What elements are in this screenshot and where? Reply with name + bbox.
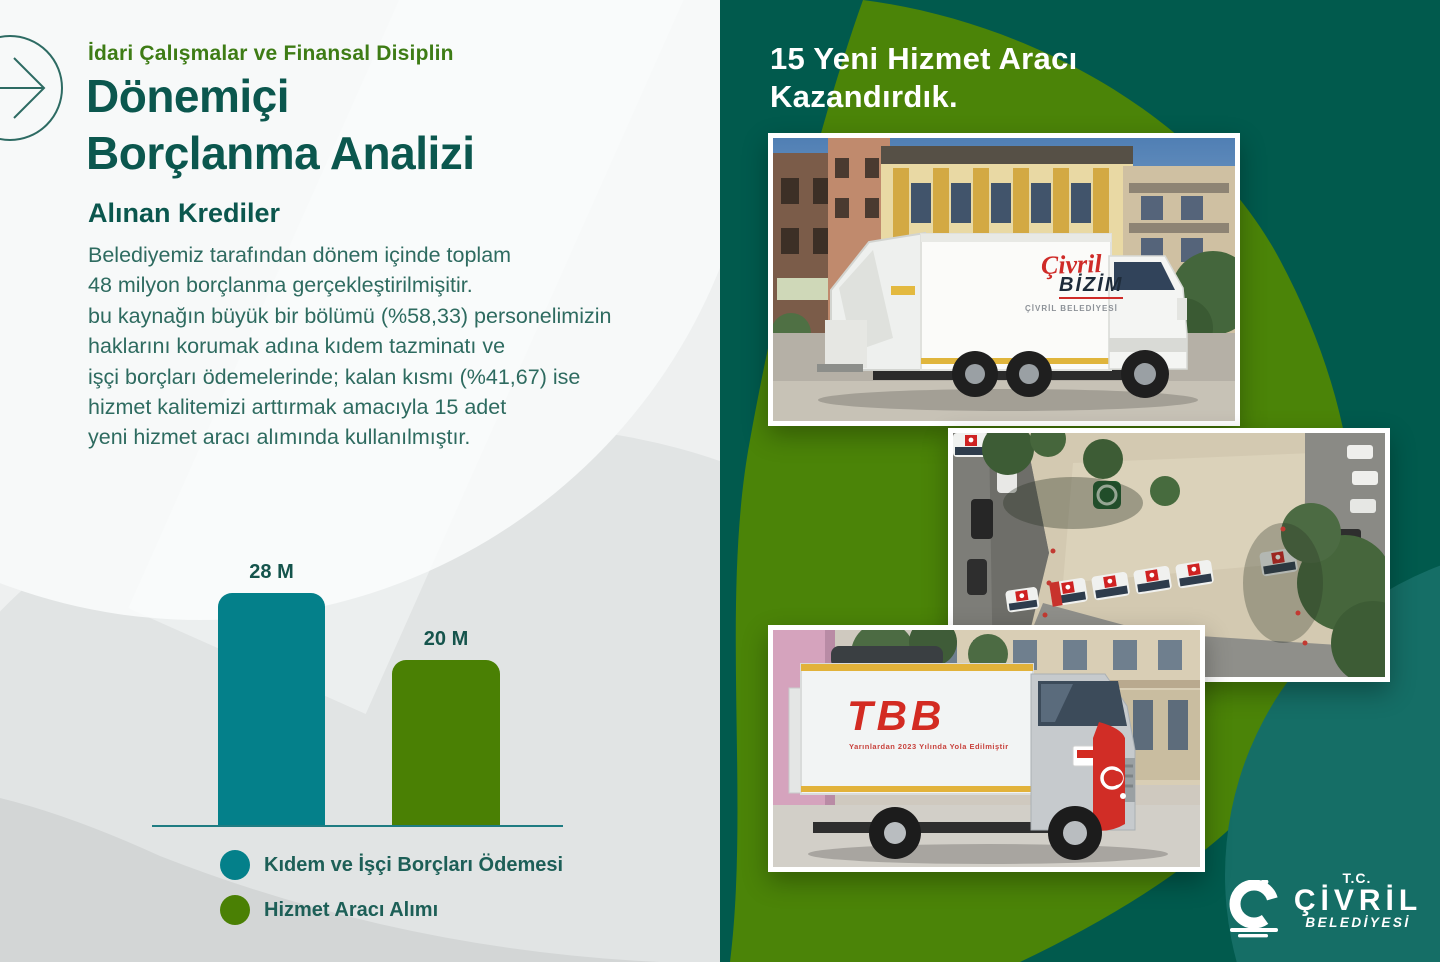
fleet-vans-with-flags	[953, 433, 1298, 613]
photo-garbage-truck-white: Çivril BİZİM ÇİVRİL BELEDİYESİ	[768, 133, 1240, 426]
legend-label-hizmet: Hizmet Aracı Alımı	[264, 899, 439, 921]
arrow-circle-icon	[0, 35, 63, 141]
bar-value-label-1: 28 M	[249, 561, 294, 583]
subtitle: Alınan Krediler	[88, 198, 281, 228]
logo-tc-label: T.C.	[1342, 870, 1372, 886]
legend-dot-green	[220, 895, 250, 925]
logo-sub-label: BELEDİYESİ	[1305, 915, 1411, 930]
section-kicker: İdari Çalışmalar ve Finansal Disiplin	[88, 42, 454, 65]
red-bollards	[1042, 526, 1308, 646]
chart-baseline	[152, 825, 563, 827]
photo3-brand-tbb-sub: Yarınlardan 2023 Yılında Yola Edilmiştir	[849, 742, 1009, 751]
bar-kidem-odemesi	[218, 593, 325, 826]
right-heading: 15 Yeni Hizmet Aracı Kazandırdık.	[770, 41, 1078, 114]
white-top-circle	[0, 0, 720, 620]
bar-hizmet-araci	[392, 660, 500, 826]
photo3-brand-tbb: TBB	[847, 692, 946, 739]
diagonal-light-band	[128, 0, 720, 714]
legend-dot-teal	[220, 850, 250, 880]
body-paragraph: Belediyemiz tarafından dönem içinde topl…	[88, 243, 612, 450]
photo1-brand-bizim: BİZİM	[1059, 274, 1124, 299]
photo1-scene	[773, 138, 1235, 421]
logo-name-label: ÇİVRİL	[1293, 884, 1423, 917]
silver-tbb-truck	[788, 646, 1136, 860]
civril-municipality-emblem-icon	[1229, 880, 1279, 938]
white-garbage-truck	[817, 231, 1188, 398]
bar-value-label-2: 20 M	[423, 628, 469, 650]
page-title: Dönemiçi Borçlanma Analizi	[86, 70, 475, 179]
photo3-scene	[773, 630, 1200, 867]
legend-label-kidem: Kıdem ve İşçi Borçları Ödemesi	[264, 854, 564, 876]
bottom-left-gray-wedge	[0, 798, 660, 962]
right-panel: 15 Yeni Hizmet Aracı Kazandırdık.	[720, 0, 1440, 962]
photo-garbage-truck-tbb: TBB Yarınlardan 2023 Yılında Yola Edilmi…	[768, 625, 1205, 872]
photo1-brand-small: ÇİVRİL BELEDİYESİ	[1025, 304, 1118, 313]
